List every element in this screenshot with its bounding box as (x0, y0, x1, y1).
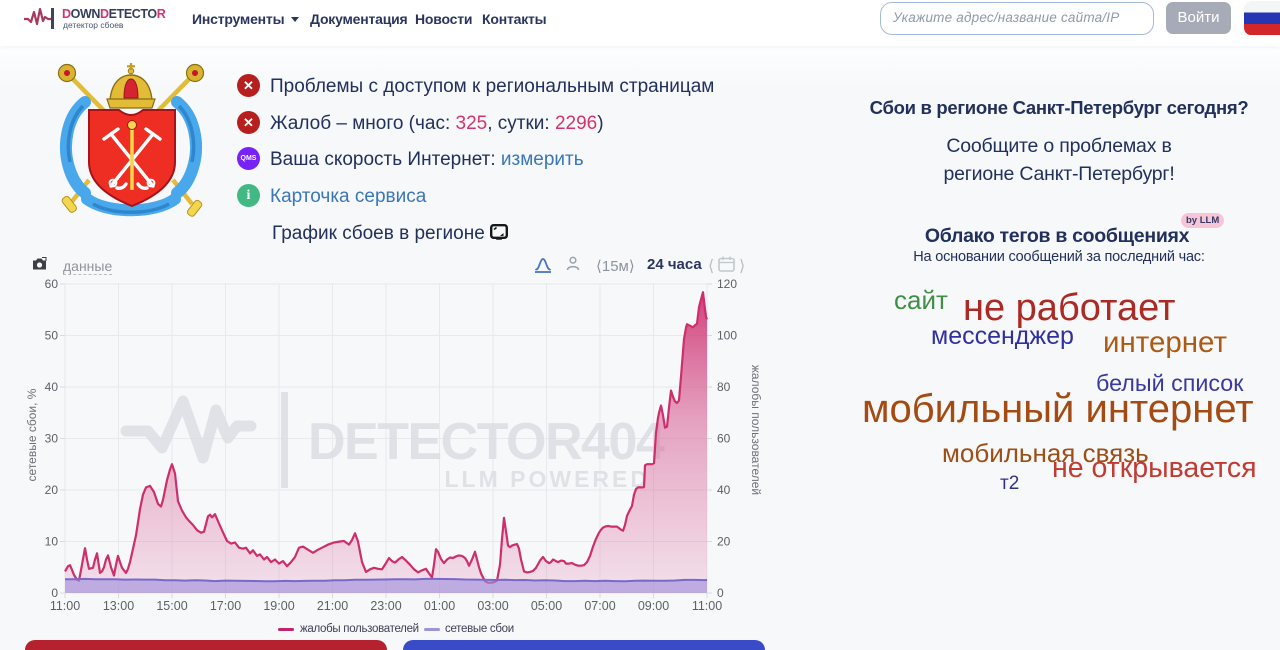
svg-text:11:00: 11:00 (50, 599, 80, 613)
svg-text:80: 80 (717, 380, 731, 394)
svg-text:LLM POWERED: LLM POWERED (445, 466, 651, 492)
svg-text:40: 40 (717, 483, 731, 497)
svg-text:21:00: 21:00 (317, 599, 348, 613)
svg-text:20: 20 (717, 535, 731, 549)
svg-text:07:00: 07:00 (584, 599, 615, 613)
svg-text:30: 30 (45, 432, 59, 446)
svg-text:60: 60 (45, 277, 59, 291)
svg-text:120: 120 (717, 277, 737, 291)
svg-text:09:00: 09:00 (638, 599, 669, 613)
svg-text:03:00: 03:00 (477, 599, 508, 613)
svg-text:17:00: 17:00 (210, 599, 241, 613)
svg-text:13:00: 13:00 (103, 599, 134, 613)
svg-text:20: 20 (45, 483, 59, 497)
svg-text:11:00: 11:00 (692, 599, 722, 613)
svg-text:15:00: 15:00 (156, 599, 187, 613)
svg-text:40: 40 (45, 380, 59, 394)
svg-text:05:00: 05:00 (531, 599, 562, 613)
svg-text:10: 10 (45, 535, 59, 549)
svg-text:0: 0 (717, 586, 724, 600)
svg-text:23:00: 23:00 (370, 599, 401, 613)
svg-text:0: 0 (51, 586, 58, 600)
svg-text:жалобы пользователей: жалобы пользователей (749, 365, 763, 495)
svg-text:сетевые сбои, %: сетевые сбои, % (25, 388, 39, 481)
svg-text:50: 50 (45, 329, 59, 343)
svg-text:19:00: 19:00 (263, 599, 294, 613)
svg-text:60: 60 (717, 432, 731, 446)
svg-text:DETECTOR404: DETECTOR404 (308, 413, 665, 471)
svg-text:100: 100 (717, 329, 737, 343)
svg-text:01:00: 01:00 (424, 599, 455, 613)
